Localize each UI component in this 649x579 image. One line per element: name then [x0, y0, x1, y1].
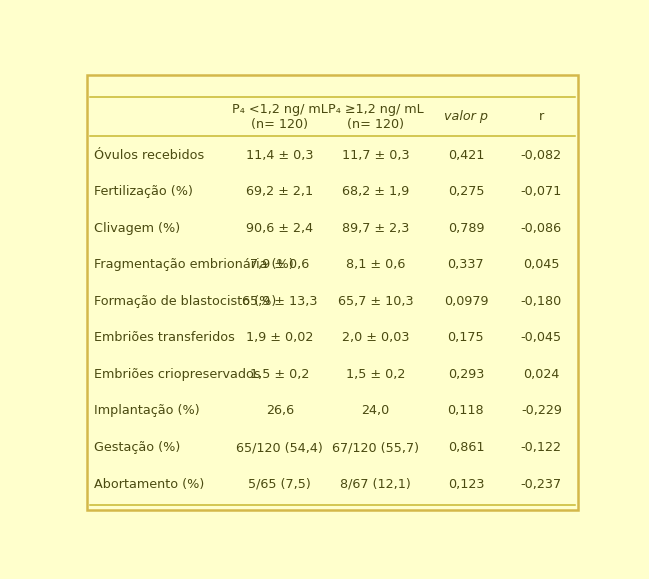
- Text: 68,2 ± 1,9: 68,2 ± 1,9: [342, 185, 409, 198]
- Text: Implantação (%): Implantação (%): [93, 405, 199, 417]
- Text: -0,237: -0,237: [520, 478, 562, 490]
- FancyBboxPatch shape: [87, 75, 578, 510]
- Text: 65/120 (54,4): 65/120 (54,4): [236, 441, 323, 454]
- Text: -0,086: -0,086: [520, 222, 562, 234]
- Text: Gestação (%): Gestação (%): [93, 441, 180, 454]
- Text: Abortamento (%): Abortamento (%): [93, 478, 204, 490]
- Text: 0,789: 0,789: [448, 222, 484, 234]
- Text: 69,2 ± 2,1: 69,2 ± 2,1: [246, 185, 313, 198]
- Text: 0,293: 0,293: [448, 368, 484, 381]
- Text: 24,0: 24,0: [361, 405, 389, 417]
- Text: Embriões criopreservados: Embriões criopreservados: [93, 368, 260, 381]
- Text: 0,123: 0,123: [448, 478, 484, 490]
- Text: 65,7 ± 10,3: 65,7 ± 10,3: [337, 295, 413, 308]
- Text: 90,6 ± 2,4: 90,6 ± 2,4: [246, 222, 313, 234]
- Text: 0,045: 0,045: [523, 258, 559, 271]
- Text: 0,0979: 0,0979: [444, 295, 488, 308]
- Text: -0,180: -0,180: [520, 295, 562, 308]
- Text: 0,275: 0,275: [448, 185, 484, 198]
- Text: -0,229: -0,229: [521, 405, 562, 417]
- Text: 1,5 ± 0,2: 1,5 ± 0,2: [346, 368, 405, 381]
- Text: 8,1 ± 0,6: 8,1 ± 0,6: [346, 258, 405, 271]
- Text: -0,082: -0,082: [520, 149, 562, 162]
- Text: valor p: valor p: [444, 110, 488, 123]
- Text: P₄ ≥1,2 ng/ mL
(n= 120): P₄ ≥1,2 ng/ mL (n= 120): [328, 102, 423, 131]
- Text: Fertilização (%): Fertilização (%): [93, 185, 193, 198]
- Text: 1,5 ± 0,2: 1,5 ± 0,2: [250, 368, 310, 381]
- Text: 0,024: 0,024: [523, 368, 559, 381]
- Text: Óvulos recebidos: Óvulos recebidos: [93, 149, 204, 162]
- Text: 89,7 ± 2,3: 89,7 ± 2,3: [341, 222, 409, 234]
- Text: Embriões transferidos: Embriões transferidos: [93, 331, 234, 345]
- Text: 67/120 (55,7): 67/120 (55,7): [332, 441, 419, 454]
- Text: 0,118: 0,118: [448, 405, 484, 417]
- Text: -0,071: -0,071: [520, 185, 562, 198]
- Text: Clivagem (%): Clivagem (%): [93, 222, 180, 234]
- Text: r: r: [539, 110, 544, 123]
- Text: 0,175: 0,175: [448, 331, 484, 345]
- Text: Formação de blastocisto (%): Formação de blastocisto (%): [93, 295, 276, 308]
- Text: 11,4 ± 0,3: 11,4 ± 0,3: [246, 149, 313, 162]
- Text: -0,122: -0,122: [521, 441, 562, 454]
- Text: 7,9 ± 0,6: 7,9 ± 0,6: [250, 258, 310, 271]
- Text: P₄ <1,2 ng/ mL
(n= 120): P₄ <1,2 ng/ mL (n= 120): [232, 102, 328, 131]
- Text: 2,0 ± 0,03: 2,0 ± 0,03: [341, 331, 409, 345]
- Text: 0,337: 0,337: [448, 258, 484, 271]
- Text: -0,045: -0,045: [520, 331, 562, 345]
- Text: 0,421: 0,421: [448, 149, 484, 162]
- Text: Fragmentação embrionária (%): Fragmentação embrionária (%): [93, 258, 293, 271]
- Text: 8/67 (12,1): 8/67 (12,1): [340, 478, 411, 490]
- Text: 1,9 ± 0,02: 1,9 ± 0,02: [246, 331, 313, 345]
- Text: 5/65 (7,5): 5/65 (7,5): [249, 478, 311, 490]
- Text: 26,6: 26,6: [265, 405, 294, 417]
- Text: 65,9 ± 13,3: 65,9 ± 13,3: [242, 295, 317, 308]
- Text: 0,861: 0,861: [448, 441, 484, 454]
- Text: 11,7 ± 0,3: 11,7 ± 0,3: [341, 149, 409, 162]
